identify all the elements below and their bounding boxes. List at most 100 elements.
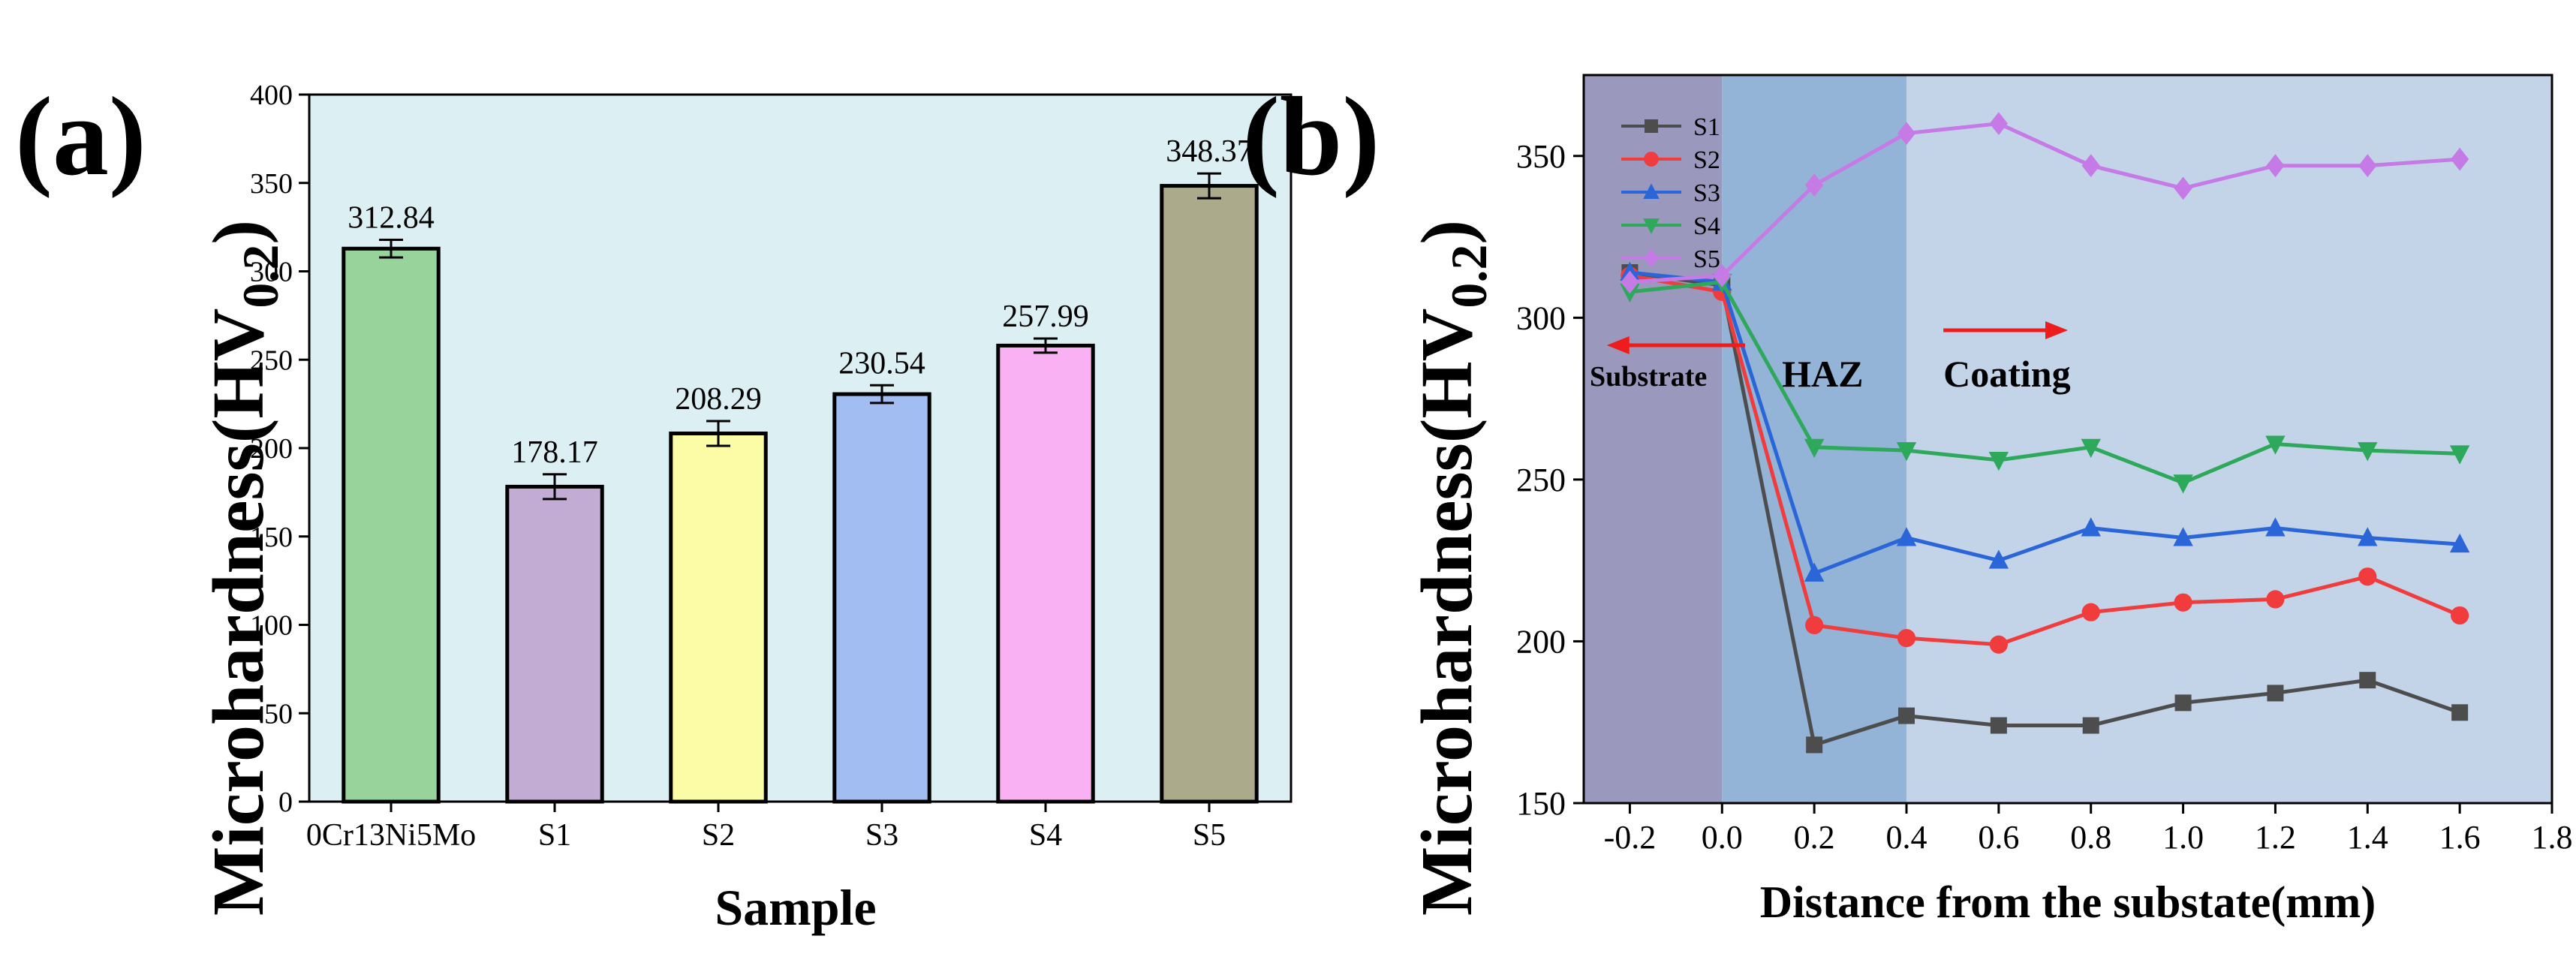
x-tick-label: S2 — [702, 818, 735, 853]
series-line-S2 — [1629, 273, 2461, 647]
marker-circle — [2081, 603, 2100, 621]
coating-label: Coating — [1943, 353, 2070, 395]
y-tick-label: 300 — [250, 257, 293, 288]
substrate-label: Substrate — [1590, 361, 1707, 393]
marker-circle — [1897, 629, 1916, 648]
legend-label-S1: S1 — [1693, 113, 1720, 141]
marker-diamond — [1989, 112, 2008, 136]
y-tick-label: 350 — [1516, 138, 1566, 175]
panel-a-bars: 312.84 178.17 208.29 230.54 257.99 348.37 — [342, 134, 1259, 804]
haz-label: HAZ — [1782, 353, 1863, 395]
panel-a-y-axis: 0 50 100 150 200 250 300 350 400 — [250, 80, 309, 818]
substrate-annotation: Substrate — [1590, 336, 1745, 393]
marker-triangle-up — [1804, 562, 1825, 582]
legend-label-S3: S3 — [1693, 179, 1720, 207]
marker-triangle-up — [1643, 183, 1660, 199]
y-tick-label: 250 — [1516, 462, 1566, 498]
x-tick-label: S1 — [538, 818, 571, 853]
panel-b-lines — [1620, 112, 2470, 754]
y-tick-label: 150 — [250, 522, 293, 553]
y-tick-label: 200 — [1516, 623, 1566, 660]
series-line-S4 — [1630, 280, 2460, 485]
legend-label-S5: S5 — [1693, 245, 1720, 273]
marker-triangle-down — [1988, 452, 2009, 471]
panel-a-label: (a) — [15, 74, 146, 199]
y-tick-label: 0 — [278, 787, 293, 818]
marker-diamond — [2451, 147, 2469, 171]
marker-circle — [2451, 606, 2469, 625]
data-label: 348.37 — [1166, 134, 1253, 169]
y-tick-label: 50 — [264, 698, 293, 730]
x-tick-label: S3 — [865, 818, 898, 853]
marker-triangle-up — [1988, 549, 2009, 569]
x-tick-label: S4 — [1029, 818, 1062, 853]
marker-circle — [2174, 593, 2192, 612]
x-tick-label: 1.4 — [2347, 819, 2388, 856]
marker-diamond — [1805, 173, 1824, 197]
marker-triangle-up — [2081, 517, 2101, 537]
marker-square — [2451, 704, 2469, 721]
panel-b-plot-frame — [1582, 74, 2553, 805]
marker-diamond — [2266, 154, 2285, 178]
x-tick-label: 0.0 — [1702, 819, 1743, 856]
marker-diamond — [2081, 154, 2100, 178]
panel-a: (a) Microhardness(HV0.2) 0 50 100 150 200 250… — [15, 74, 1293, 936]
x-tick-label: 0.6 — [1978, 819, 2019, 856]
x-tick-label: 0Cr13Ni5Mo — [306, 818, 476, 853]
panel-b-ylabel: Microhardness(HV0.2) — [1407, 220, 1497, 916]
marker-circle — [1805, 615, 1824, 634]
x-tick-label: 0.2 — [1794, 819, 1835, 856]
marker-square — [1898, 707, 1915, 724]
y-tick-label: 100 — [250, 610, 293, 642]
marker-diamond — [1713, 263, 1732, 287]
bar-S3 — [832, 392, 931, 804]
series-line-S1 — [1630, 270, 2460, 748]
x-tick-label: 1.0 — [2162, 819, 2204, 856]
marker-square — [2359, 672, 2376, 689]
marker-triangle-up — [2449, 533, 2470, 553]
bar-S4 — [996, 343, 1095, 804]
panel-b-legend: S1 S2 S3 S4 S5 — [1621, 113, 1720, 273]
marker-circle — [1989, 635, 2008, 654]
legend-label-S4: S4 — [1693, 212, 1720, 240]
coating-arrow-head — [2045, 321, 2068, 339]
marker-triangle-up — [2265, 517, 2286, 537]
panel-b-xlabel: Distance from the substate(mm) — [1760, 877, 2376, 927]
marker-triangle-down — [2081, 438, 2101, 459]
marker-circle — [1644, 152, 1659, 167]
substrate-arrow-head — [1606, 336, 1630, 354]
marker-diamond — [1621, 270, 1639, 294]
x-tick-label: 0.8 — [2070, 819, 2111, 856]
y-tick-label: 200 — [250, 433, 293, 465]
marker-diamond — [2174, 176, 2192, 200]
marker-diamond — [1644, 248, 1659, 268]
data-label: 208.29 — [675, 382, 762, 417]
y-tick-label: 350 — [250, 168, 293, 200]
marker-triangle-down — [2358, 442, 2378, 462]
panel-b-axes: 150 200 250 300 350 -0.2 0.0 0.2 0.4 0.6 0.8 1.0 1.2… — [1516, 138, 2573, 856]
y-tick-label: 400 — [250, 80, 293, 111]
marker-circle — [2358, 567, 2377, 586]
marker-triangle-down — [1804, 438, 1825, 459]
marker-diamond — [1897, 122, 1916, 145]
panel-b: (b) Microhardness(HV0.2) 150 200 250 300 350… — [1242, 74, 2573, 927]
x-tick-label: S5 — [1193, 818, 1226, 853]
panel-a-ylabel: Microhardness(HV0.2) — [198, 220, 289, 916]
marker-diamond — [2358, 154, 2377, 178]
x-tick-label: 1.8 — [2532, 819, 2573, 856]
bar-S2 — [669, 431, 768, 804]
x-tick-label: 1.2 — [2255, 819, 2296, 856]
coating-annotation: Coating — [1943, 321, 2071, 395]
series-line-S3 — [1630, 270, 2460, 576]
marker-triangle-down — [1643, 218, 1660, 234]
data-label: 230.54 — [838, 346, 925, 381]
marker-triangle-up — [2358, 527, 2378, 546]
marker-square — [2174, 694, 2192, 712]
legend-label-S2: S2 — [1693, 146, 1720, 174]
x-tick-label: 0.4 — [1886, 819, 1927, 856]
y-tick-label: 250 — [250, 345, 293, 376]
marker-square — [1806, 736, 1823, 754]
x-tick-label: 1.6 — [2439, 819, 2481, 856]
bar-S1 — [505, 484, 604, 804]
